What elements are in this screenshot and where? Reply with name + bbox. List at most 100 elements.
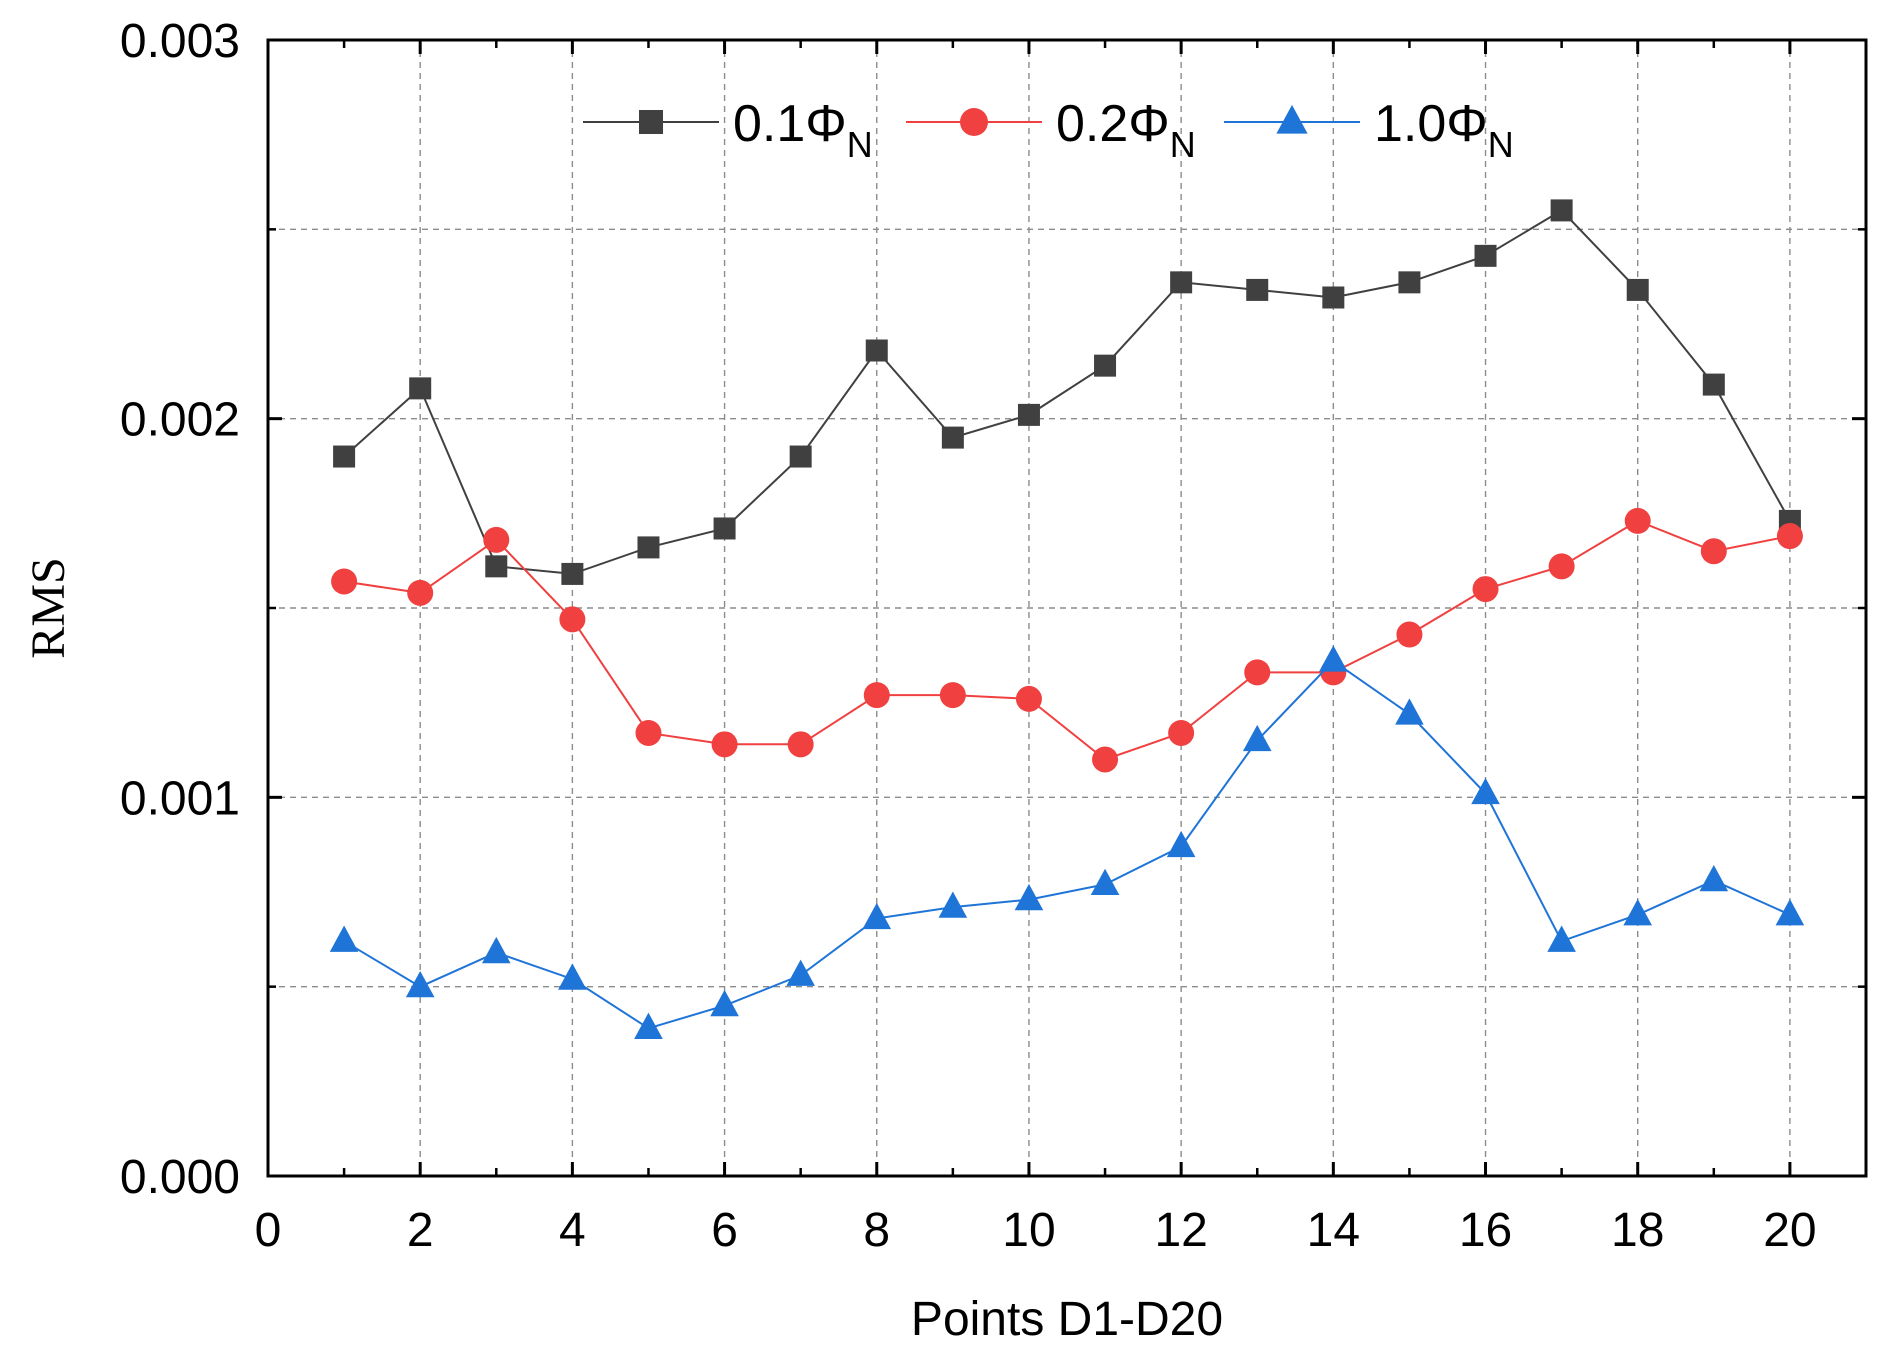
- y-axis-title: RMS: [22, 557, 75, 658]
- data-point: [1472, 576, 1499, 603]
- x-tick-label: 8: [863, 1204, 890, 1257]
- x-tick-label: 6: [711, 1204, 738, 1257]
- data-point: [1395, 698, 1424, 725]
- data-point: [559, 606, 586, 633]
- data-point: [1015, 685, 1042, 712]
- data-point: [481, 936, 511, 964]
- x-tick-label: 16: [1459, 1204, 1512, 1257]
- legend-marker: [1276, 104, 1308, 134]
- data-point: [1322, 286, 1345, 309]
- series-line: [343, 659, 1791, 1030]
- data-point: [483, 526, 510, 553]
- data-point: [787, 731, 814, 758]
- data-point: [1775, 899, 1805, 926]
- legend-label-main: 0.2Φ: [1056, 95, 1170, 153]
- data-point: [1471, 777, 1500, 805]
- data-point: [789, 445, 812, 468]
- y-tick-label: 0.000: [120, 1151, 240, 1204]
- data-point: [1014, 883, 1044, 911]
- y-tick-label: 0.003: [120, 15, 240, 68]
- series-0: [333, 199, 1801, 585]
- data-point: [865, 339, 888, 362]
- data-point: [329, 925, 359, 952]
- legend-label-main: 1.0Φ: [1374, 95, 1488, 153]
- data-point: [1547, 925, 1576, 952]
- data-point: [333, 445, 356, 468]
- data-point: [485, 555, 508, 578]
- legend-entry-2: 1.0ΦN: [1224, 95, 1514, 165]
- data-point: [635, 719, 662, 746]
- data-point: [862, 902, 892, 930]
- x-tick-label: 14: [1307, 1204, 1360, 1257]
- data-point: [407, 579, 434, 606]
- data-point: [637, 536, 660, 559]
- data-point: [1702, 373, 1725, 396]
- series-line: [343, 519, 1791, 761]
- legend-label-sub: N: [847, 124, 873, 165]
- data-point: [1550, 199, 1573, 222]
- legend-entry-0: 0.1ΦN: [583, 95, 873, 165]
- x-tick-label: 0: [255, 1204, 282, 1257]
- grid: [268, 40, 1866, 1176]
- data-point: [1776, 523, 1803, 550]
- series-layer: [329, 199, 1805, 1039]
- data-point: [710, 989, 739, 1017]
- data-point: [1166, 830, 1196, 858]
- data-point: [1090, 868, 1120, 896]
- data-point: [863, 682, 890, 709]
- data-point: [409, 377, 432, 400]
- data-point: [1017, 403, 1040, 426]
- data-point: [786, 959, 815, 986]
- data-point: [1094, 354, 1117, 377]
- data-point: [634, 1012, 663, 1039]
- x-tick-label: 2: [407, 1204, 434, 1257]
- x-axis-title: Points D1-D20: [911, 1293, 1223, 1346]
- data-point: [938, 891, 968, 918]
- x-tick-label: 4: [559, 1204, 586, 1257]
- data-point: [1626, 278, 1649, 301]
- ticks: 0 2 4 6 8 10 12 14 16 18 20 0.000 0.001 0.002 0.003: [120, 15, 1868, 1257]
- legend-label: 0.2ΦN: [1056, 95, 1196, 165]
- series-line: [343, 209, 1791, 575]
- data-point: [1242, 724, 1272, 752]
- series-2: [329, 645, 1805, 1039]
- y-tick-label: 0.002: [120, 394, 240, 447]
- series-1: [331, 507, 1803, 773]
- data-point: [939, 682, 966, 709]
- data-point: [1246, 278, 1269, 301]
- data-point: [1168, 719, 1195, 746]
- data-point: [561, 562, 584, 585]
- data-point: [331, 568, 358, 595]
- data-point: [1244, 659, 1271, 686]
- data-point: [558, 963, 587, 990]
- data-point: [1699, 864, 1729, 892]
- x-tick-label: 18: [1611, 1204, 1664, 1257]
- legend-label: 0.1ΦN: [733, 95, 873, 165]
- legend-entry-1: 0.2ΦN: [906, 95, 1196, 165]
- legend-label-sub: N: [1170, 124, 1196, 165]
- legend-label-sub: N: [1488, 124, 1514, 165]
- data-point: [405, 970, 435, 998]
- x-tick-label: 12: [1154, 1204, 1207, 1257]
- legend-marker: [639, 110, 663, 134]
- data-point: [1396, 621, 1423, 648]
- y-tick-label: 0.001: [120, 772, 240, 825]
- legend: 0.1ΦN 0.2ΦN 1.0ΦN: [583, 95, 1514, 165]
- data-point: [1170, 271, 1193, 294]
- legend-marker: [960, 108, 988, 136]
- legend-label: 1.0ΦN: [1374, 95, 1514, 165]
- x-tick-label: 10: [1002, 1204, 1055, 1257]
- data-point: [1700, 538, 1727, 565]
- data-point: [1092, 746, 1119, 773]
- data-point: [1624, 507, 1651, 534]
- legend-label-main: 0.1Φ: [733, 95, 847, 153]
- data-point: [1319, 645, 1348, 672]
- data-point: [711, 731, 738, 758]
- x-tick-label: 20: [1763, 1204, 1816, 1257]
- data-point: [1474, 244, 1497, 267]
- data-point: [1398, 271, 1421, 294]
- data-point: [1623, 899, 1653, 926]
- data-point: [1548, 553, 1575, 580]
